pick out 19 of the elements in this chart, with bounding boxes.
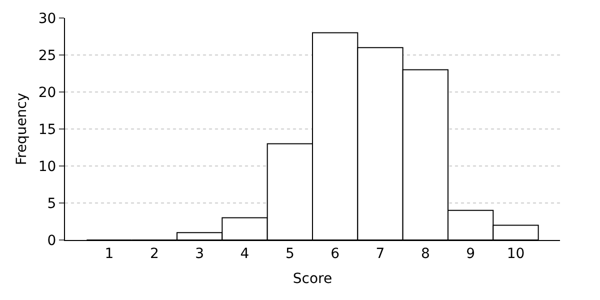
- x-tick-label: 3: [195, 246, 204, 262]
- y-axis-title: Frequency: [14, 92, 30, 166]
- x-tick-label: 6: [330, 246, 340, 262]
- x-tick-label: 1: [104, 246, 114, 262]
- x-tick-label: 9: [466, 246, 476, 262]
- x-tick-label: 8: [420, 246, 430, 262]
- x-tick-label: 7: [376, 246, 385, 262]
- y-tick-label: 5: [47, 196, 56, 212]
- x-tick-label: 2: [150, 246, 159, 262]
- y-tick-label: 25: [38, 48, 56, 64]
- x-tick-label: 5: [285, 246, 294, 262]
- y-tick-label: 0: [47, 232, 56, 249]
- y-tick-label: 10: [38, 158, 56, 175]
- x-tick-label: 4: [240, 246, 250, 262]
- x-tick-label: 10: [506, 246, 525, 262]
- x-axis-title: Score: [292, 271, 332, 288]
- y-tick-label: 30: [38, 10, 56, 27]
- y-tick-label: 20: [38, 84, 56, 101]
- y-tick-label: 15: [38, 122, 56, 138]
